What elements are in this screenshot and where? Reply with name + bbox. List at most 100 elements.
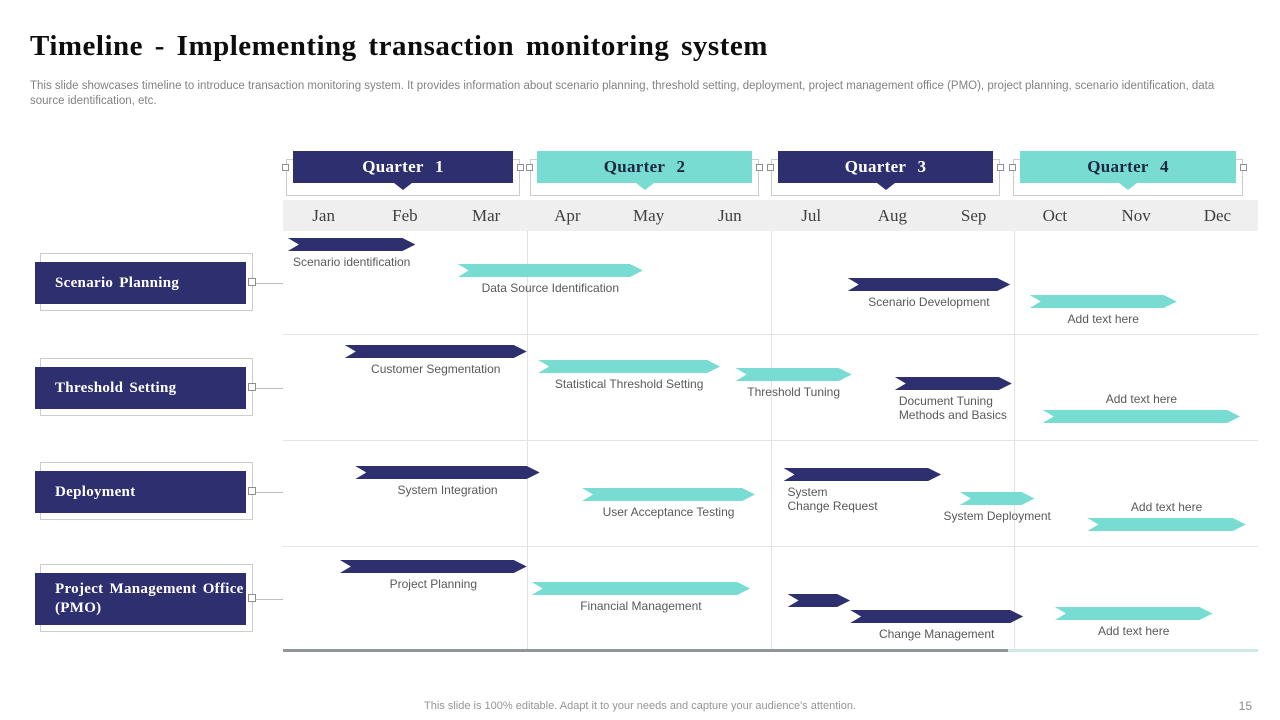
gantt-chart-area: Scenario identification Data Source Ident… [283,231,1258,652]
quarter-header-box[interactable]: Quarter 1 [293,151,513,183]
gantt-bar-label: Scenario Development [868,295,990,309]
gantt-bar-label: Add text here [1067,312,1139,326]
gantt-bar-label: Financial Management [580,599,702,613]
gantt-bar-label: Statistical Threshold Setting [554,377,704,391]
gantt-bar-label: Data Source Identification [481,281,620,295]
row-separator [283,440,1258,441]
selection-handle [282,164,289,171]
gantt-bar[interactable] [340,560,527,573]
gantt-bar-label: System Change Request [787,485,878,513]
gantt-bar[interactable] [1030,295,1177,308]
row-label-box[interactable]: Threshold Setting [35,367,246,409]
quarter-header-box[interactable]: Quarter 2 [537,151,752,183]
selection-handle [767,164,774,171]
row-separator [283,334,1258,335]
quarter-header[interactable]: Quarter 3 [767,151,1004,196]
connector-line [251,388,283,389]
month-label: Sep [960,206,987,225]
quarter-header[interactable]: Quarter 1 [282,151,524,196]
gantt-bar[interactable] [895,377,1012,390]
quarter-header[interactable]: Quarter 2 [526,151,763,196]
row-label[interactable]: Scenario Planning [35,253,283,311]
month-header-band: Jan Feb Mar Apr May Jun Jul Aug Sep Oct Nov Dec [283,200,1258,231]
gantt-bar-label: System Integration [397,483,498,497]
gantt-bar-label: Project Planning [389,577,477,591]
gantt-bar[interactable] [1087,518,1245,531]
month-label: Feb [392,206,418,225]
gantt-bar[interactable] [850,610,1023,623]
month-label: Mar [471,206,501,225]
row-label[interactable]: Threshold Setting [35,358,283,416]
row-label-box[interactable]: Project Management Office (PMO) [35,573,246,625]
gantt-bar[interactable] [784,468,942,481]
month-label: Oct [1042,206,1068,225]
gantt-bar-label: System Deployment [943,509,1051,523]
row-label[interactable]: Project Management Office (PMO) [35,564,283,632]
pointer-triangle-icon [876,183,895,190]
connector-handle [248,594,256,602]
row-separator [283,546,1258,547]
connector-line [251,283,283,284]
month-label: Nov [1121,206,1151,225]
gantt-bar[interactable] [458,264,643,277]
gantt-bar[interactable] [1055,607,1213,620]
gantt-bar-label: Customer Segmentation [371,362,501,376]
gantt-bar[interactable] [736,368,852,381]
quarter-header[interactable]: Quarter 4 [1009,151,1247,196]
gantt-bar[interactable] [848,278,1011,291]
connector-line [251,492,283,493]
gantt-bar-label: Add text here [1130,500,1203,514]
footer-note: This slide is 100% editable. Adapt it to… [424,700,856,712]
month-label: Jan [312,206,335,225]
gantt-bar[interactable] [538,360,720,373]
gantt-bar[interactable] [345,345,527,358]
chart-bottom-border [1008,649,1258,652]
gantt-bar-label: Add text here [1097,624,1170,638]
connector-handle [248,487,256,495]
selection-handle [526,164,533,171]
gantt-bar[interactable] [355,466,539,479]
gantt-bar[interactable] [960,492,1035,505]
chart-bottom-border [283,649,1009,652]
row-label-box[interactable]: Deployment [35,471,246,513]
selection-handle [1240,164,1247,171]
connector-line [251,599,283,600]
gantt-bar[interactable] [1043,410,1240,423]
month-label: May [633,206,665,225]
pointer-triangle-icon [1119,183,1137,190]
gantt-bar-label: Scenario identification [292,255,411,269]
selection-handle [517,164,524,171]
month-label: Dec [1203,206,1232,225]
selection-handle [1009,164,1016,171]
page-title: Timeline - Implementing transaction moni… [30,30,768,62]
gantt-bar[interactable] [788,594,851,607]
selection-handle [756,164,763,171]
connector-handle [248,278,256,286]
gantt-bar[interactable] [532,582,751,595]
gantt-bar[interactable] [288,238,416,251]
quarter-header-box[interactable]: Quarter 4 [1020,151,1236,183]
gantt-bar[interactable] [582,488,755,501]
gantt-bar-label: Document Tuning Methods and Basics [898,394,1007,422]
gantt-bar-label: Change Management [878,627,995,641]
gantt-bar-label: Threshold Tuning [747,385,841,399]
month-label: Jul [801,206,822,225]
pointer-triangle-icon [635,183,654,190]
connector-handle [248,383,256,391]
month-label: Aug [877,206,908,225]
month-label: Jun [718,206,742,225]
gantt-bar-label: Add text here [1105,392,1178,406]
page-number: 15 [1238,699,1252,713]
quarter-gridline [526,231,528,651]
pointer-triangle-icon [394,183,412,190]
quarter-gridline [1014,231,1016,651]
row-label[interactable]: Deployment [35,462,283,520]
row-label-box[interactable]: Scenario Planning [35,262,246,304]
quarter-gridline [770,231,772,651]
quarter-header-box[interactable]: Quarter 3 [778,151,993,183]
slide-description: This slide showcases timeline to introdu… [30,80,1215,107]
month-label: Apr [554,206,581,225]
gantt-bar-label: User Acceptance Testing [602,505,735,519]
selection-handle [997,164,1004,171]
